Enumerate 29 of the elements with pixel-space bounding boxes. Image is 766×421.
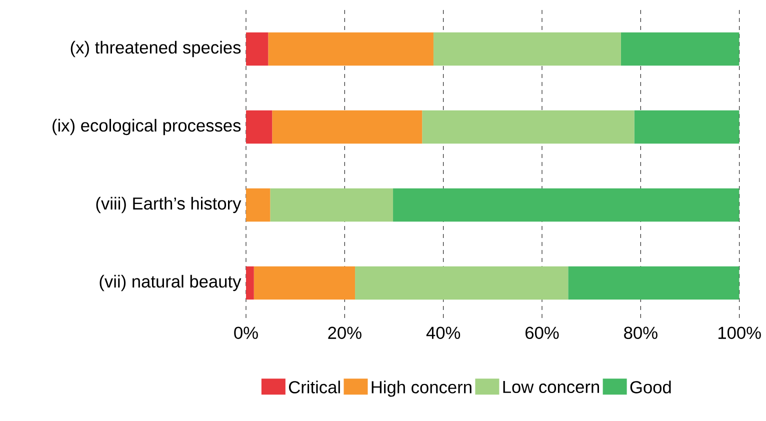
x-tick-label: 80% [624, 326, 658, 339]
bar [246, 188, 270, 222]
x-tick-label: 100% [718, 326, 761, 339]
bar [254, 266, 356, 300]
y-tick-label: (vii) natural beauty [100, 274, 242, 292]
bar [270, 188, 394, 222]
bar [246, 266, 254, 300]
y-tick-label: (x) threatened species [70, 40, 241, 58]
bar [634, 110, 740, 144]
x-tick-label: 60% [526, 326, 559, 339]
legend-label: Good [630, 380, 671, 394]
bar [433, 32, 621, 66]
x-tick-label: 40% [426, 326, 460, 339]
y-tick-label: (ix) ecological processes [52, 118, 241, 136]
bar [393, 188, 740, 222]
bar [268, 32, 434, 66]
legend-label: Critical [288, 380, 340, 394]
legend-label: High concern [372, 380, 472, 397]
bar [620, 32, 740, 66]
bar [272, 110, 422, 144]
legend-label: Low concern [503, 380, 599, 394]
bar [246, 32, 268, 66]
bar [568, 266, 740, 300]
bar [422, 110, 634, 144]
x-tick-label: 0% [234, 326, 258, 339]
bar [355, 266, 568, 300]
bar [246, 110, 272, 144]
x-tick-label: 20% [328, 326, 362, 339]
y-tick-label: (viii) Earth’s history [96, 196, 242, 214]
